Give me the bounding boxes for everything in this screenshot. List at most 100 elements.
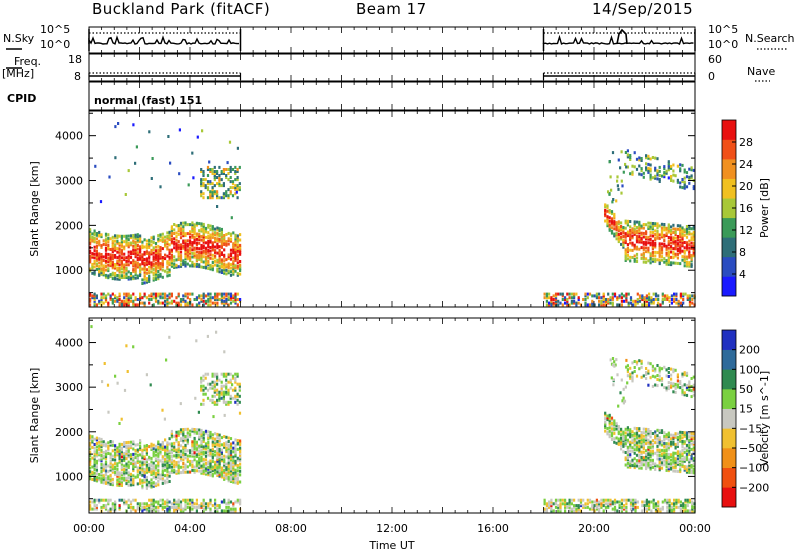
heatmap-cell [141,479,144,483]
heatmap-cell [189,454,192,458]
heatmap-cell [692,462,695,466]
heatmap-cell [139,238,142,242]
heatmap-cell [177,507,180,511]
heatmap-cell [109,452,112,456]
heatmap-cell [109,477,112,481]
heatmap-cell [647,154,650,158]
heatmap-cell [216,400,219,404]
heatmap-cell [667,228,670,232]
heatmap-cell [123,252,126,256]
heatmap-cell [651,225,654,229]
heatmap-cell [626,153,629,157]
heatmap-cell [645,433,648,437]
heatmap-cell [239,252,242,256]
heatmap-cell [220,390,223,394]
heatmap-cell [211,244,214,248]
heatmap-cell [236,478,239,482]
heatmap-cell [234,461,237,465]
heatmap-cell [658,242,661,246]
heatmap-cell [164,253,167,257]
heatmap-cell [239,263,242,267]
heatmap-cell [642,235,645,239]
heatmap-cell [624,259,627,262]
heatmap-cell [184,260,187,264]
heatmap-cell [229,192,232,196]
heatmap-cell [202,296,205,300]
heatmap-cell [554,292,558,296]
heatmap-cell [170,264,173,268]
heatmap-cell [232,446,235,450]
heatmap-cell [179,247,183,250]
heatmap-cell [679,245,682,249]
heatmap-cell [209,235,212,239]
heatmap-cell [136,235,139,238]
heatmap-cell [234,248,237,252]
heatmap-cell [173,264,176,268]
heatmap-cell [100,253,103,256]
heatmap-cell [166,502,169,506]
heatmap-cell [679,459,682,463]
heatmap-cell [236,234,239,238]
heatmap-cell [179,428,183,432]
heatmap-cell [629,154,632,157]
heatmap-cell [200,504,203,508]
heatmap-cell [663,452,666,456]
heatmap-cell [629,241,632,245]
heatmap-cell [111,458,114,462]
heatmap-cell [660,429,664,433]
heatmap-cell [223,253,226,257]
heatmap-cell [216,182,219,186]
heatmap-cell [645,303,648,307]
heatmap-cell [214,240,217,244]
heatmap-cell [691,504,694,508]
heatmap-cell [195,446,198,450]
heatmap-cell [679,235,682,239]
heatmap-cell [98,268,101,272]
heatmap-cell [227,463,230,467]
heatmap-cell [613,292,617,296]
heatmap-cell [688,449,691,453]
heatmap-cell [177,258,180,261]
heatmap-cell [191,262,194,266]
heatmap-cell [204,372,207,376]
heatmap-cell [207,254,210,258]
heatmap-cell [688,438,691,442]
heatmap-cell [647,221,650,225]
heatmap-cell [198,247,201,251]
heatmap-cell [93,498,96,502]
heatmap-cell [127,270,130,274]
heatmap-cell [161,296,164,300]
heatmap-cell [626,155,629,159]
heatmap-cell [109,274,112,278]
heatmap-cell [109,440,112,443]
heatmap-cell [211,447,214,451]
heatmap-cell [640,240,643,244]
heatmap-cell [189,223,192,227]
heatmap-cell [177,254,180,258]
heatmap-cell [610,217,614,221]
heatmap-cell [688,382,691,386]
heatmap-cell [683,184,686,188]
heatmap-cell [93,270,96,274]
heatmap-cell [134,240,137,244]
heatmap-cell [606,416,609,420]
heatmap-cell [234,509,237,513]
heatmap-cell [667,447,670,451]
heatmap-cell [193,502,196,506]
heatmap-cell [143,476,146,480]
heatmap-cell [118,268,121,272]
heatmap-cell [631,446,634,450]
heatmap-cell [616,298,619,301]
heatmap-cell [602,303,605,307]
heatmap-cell [570,301,573,305]
heatmap-cell [633,243,636,247]
heatmap-cell [593,509,596,513]
heatmap-cell [216,239,219,243]
heatmap-cell [685,393,689,397]
heatmap-cell [150,239,153,243]
heatmap-cell [227,505,230,509]
heatmap-cell [672,469,675,473]
heatmap-cell [649,173,652,177]
heatmap-cell [607,498,610,502]
heatmap-cell [166,446,169,450]
